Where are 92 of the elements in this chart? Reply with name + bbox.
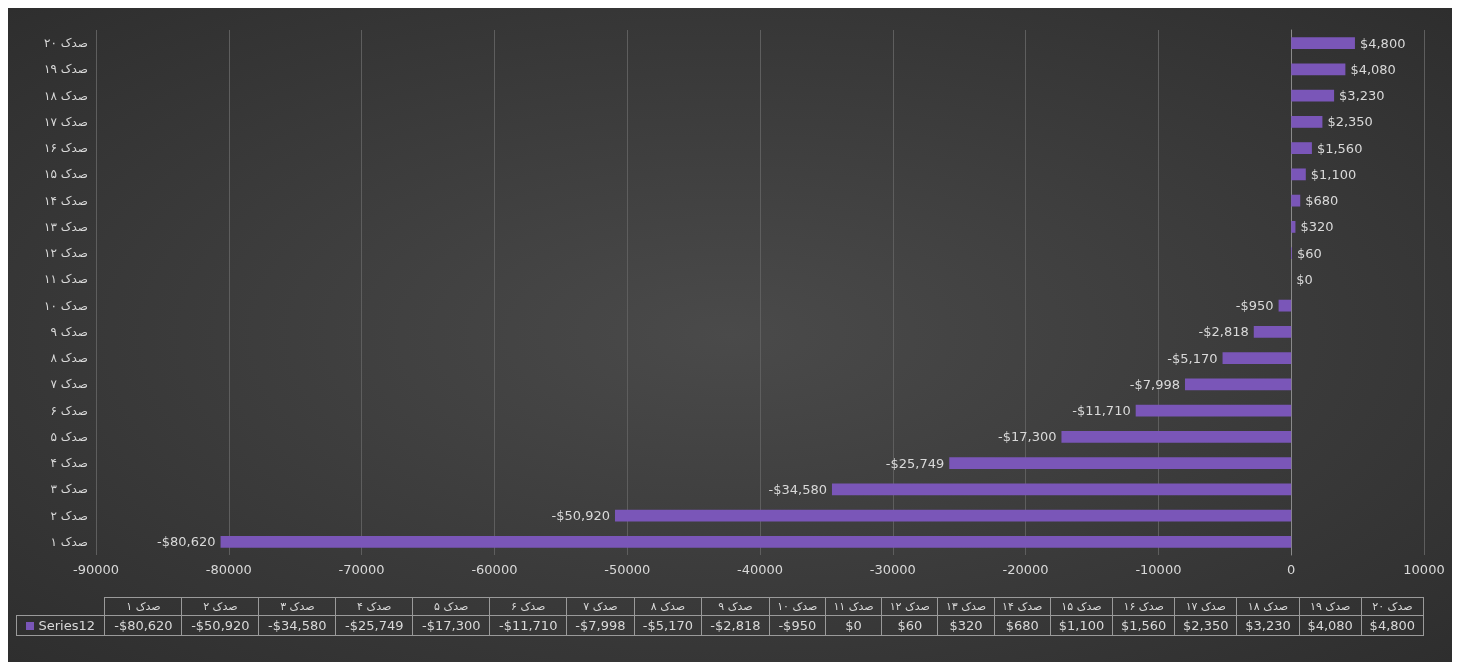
- data-label: -$25,749: [885, 455, 945, 471]
- x-tick-label: -80000: [205, 562, 252, 577]
- text: $680: [1005, 618, 1039, 633]
- y-tick-label: صدک ۸: [50, 351, 88, 366]
- y-tick-label: صدک ۱۹: [44, 62, 88, 77]
- y-tick-label: صدک ۶: [50, 403, 88, 418]
- data-label: $60: [1297, 245, 1322, 261]
- text: $0: [845, 618, 862, 633]
- y-tick-label: صدک ۷: [50, 377, 88, 392]
- y-tick-label: صدک ۴: [50, 456, 88, 471]
- category-label: صدک ۸: [650, 600, 686, 613]
- legend-label: Series12: [16, 615, 105, 636]
- category-label: صدک ۱۱: [833, 600, 874, 613]
- x-tick-label: -30000: [869, 562, 916, 577]
- text: $4,800: [1369, 618, 1416, 633]
- data-label: -$50,920: [551, 508, 610, 524]
- category-label: صدک ۲: [203, 600, 238, 613]
- category-label: صدک ۷: [583, 600, 618, 613]
- data-label: $2,350: [1327, 114, 1373, 130]
- category-label: صدک ۲۰: [1372, 600, 1413, 613]
- category-label: صدک ۵: [434, 600, 469, 613]
- data-label: $3,230: [1339, 88, 1385, 104]
- category-label: صدک ۴: [357, 600, 392, 613]
- text: $1,560: [1120, 618, 1167, 633]
- x-tick-label: -50000: [604, 562, 651, 577]
- x-tick-label: -20000: [1002, 562, 1049, 577]
- x-tick-label: -40000: [736, 562, 784, 577]
- data-label: $0: [1296, 271, 1313, 287]
- category-label: صدک ۱۹: [1310, 600, 1351, 613]
- text: -$7,998: [575, 618, 626, 633]
- data-label: -$7,998: [1129, 376, 1180, 392]
- data-label: -$11,710: [1072, 403, 1131, 419]
- text: -$34,580: [268, 618, 327, 633]
- y-tick-label: صدک ۱۳: [44, 219, 88, 234]
- text: $2,350: [1183, 618, 1229, 633]
- data-label: $1,560: [1316, 140, 1363, 156]
- data-label: -$950: [1235, 298, 1274, 314]
- text: -$5,170: [642, 618, 694, 633]
- data-label: -$34,580: [768, 481, 827, 497]
- y-tick-label: صدک ۱۴: [44, 193, 88, 208]
- category-label: صدک ۶: [510, 600, 546, 613]
- data-label: $680: [1305, 193, 1339, 209]
- text: -$11,710: [498, 618, 558, 633]
- y-tick-label: صدک ۱: [50, 534, 88, 549]
- y-tick-label: صدک ۱۷: [44, 114, 88, 129]
- data-label: -$80,620: [157, 534, 216, 550]
- text: -$950: [778, 618, 817, 633]
- data-label: $1,100: [1310, 166, 1357, 182]
- category-label: صدک ۳: [280, 600, 315, 613]
- category-label: صدک ۱۳: [945, 600, 987, 613]
- category-label: صدک ۹: [718, 600, 753, 613]
- category-label: صدک ۱: [126, 600, 161, 613]
- x-tick-label: 0: [1287, 562, 1296, 577]
- text: $320: [949, 618, 983, 633]
- category-label: صدک ۱۲: [889, 600, 930, 613]
- y-tick-label: صدک ۳: [50, 482, 88, 497]
- y-tick-label: صدک ۲: [50, 508, 88, 523]
- data-label: -$2,818: [1198, 324, 1249, 340]
- text: -$80,620: [114, 618, 173, 633]
- text: -$50,920: [191, 618, 250, 633]
- text: -$2,818: [710, 618, 761, 633]
- y-tick-label: صدک ۱۸: [44, 88, 88, 103]
- y-tick-label: صدک ۱۰: [44, 298, 88, 313]
- category-label: صدک ۱۸: [1247, 600, 1289, 613]
- x-tick-label: -60000: [471, 562, 518, 577]
- data-label: -$5,170: [1167, 350, 1218, 366]
- category-label: صدک ۱۰: [777, 600, 818, 613]
- y-tick-label: صدک ۱۲: [44, 246, 88, 261]
- text: -$25,749: [345, 618, 404, 633]
- y-tick-label: صدک ۱۶: [44, 141, 88, 156]
- text: $3,230: [1245, 618, 1291, 633]
- y-tick-label: صدک ۱۱: [44, 272, 88, 287]
- y-tick-label: صدک ۱۵: [44, 167, 88, 182]
- y-tick-label: صدک ۹: [50, 324, 88, 339]
- category-label: صدک ۱۶: [1123, 600, 1164, 613]
- x-tick-label: -90000: [72, 562, 120, 577]
- x-tick-label: -70000: [338, 562, 385, 577]
- category-label: صدک ۱۷: [1185, 600, 1226, 613]
- data-label: $320: [1300, 219, 1334, 235]
- text: -$17,300: [422, 618, 481, 633]
- category-label: صدک ۱۴: [1002, 600, 1043, 613]
- data-label: -$17,300: [998, 429, 1057, 445]
- data-label: $4,080: [1350, 61, 1396, 77]
- y-tick-label: صدک ۲۰: [44, 36, 88, 51]
- text: $1,100: [1058, 618, 1105, 633]
- category-label: صدک ۱۵: [1061, 600, 1102, 613]
- data-label: $4,800: [1359, 35, 1406, 51]
- text: $4,080: [1307, 618, 1353, 633]
- y-tick-label: صدک ۵: [50, 429, 88, 444]
- x-tick-label: -10000: [1135, 562, 1182, 577]
- x-tick-label: 10000: [1403, 562, 1445, 577]
- text: $60: [897, 618, 923, 633]
